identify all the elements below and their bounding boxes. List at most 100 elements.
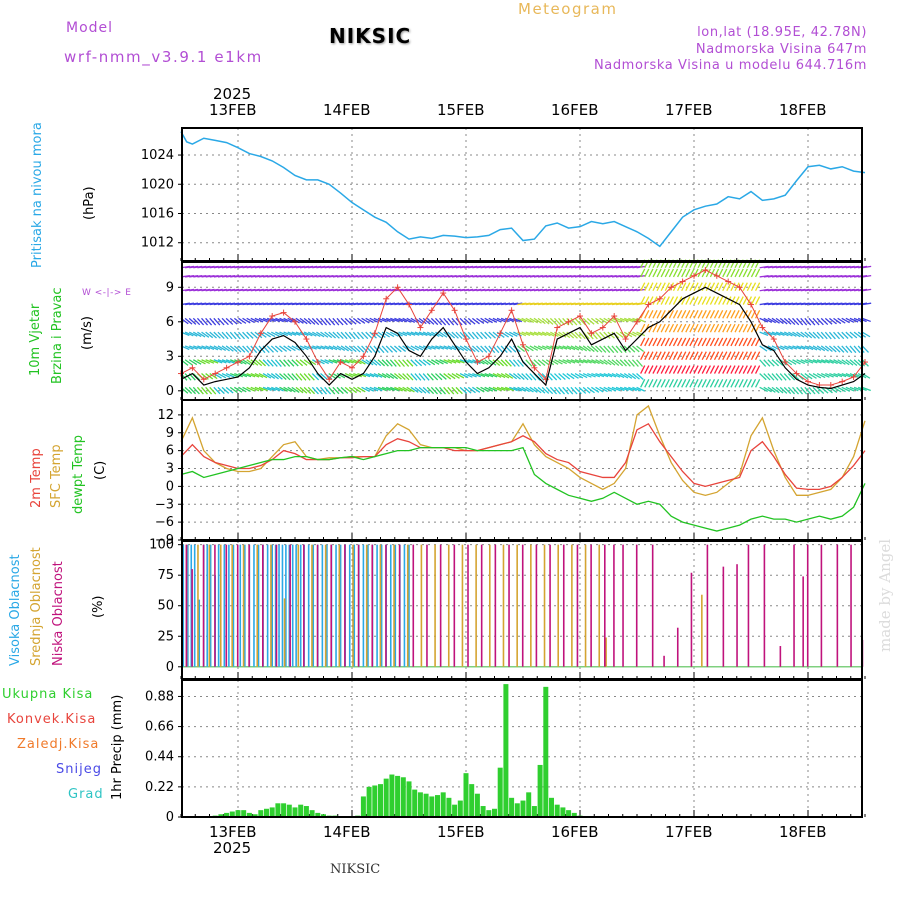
wind-arrow bbox=[619, 359, 627, 367]
wind-arrow bbox=[660, 296, 666, 305]
wind-arrow bbox=[410, 359, 418, 367]
wind-arrow bbox=[295, 331, 305, 336]
precip-bar bbox=[281, 803, 287, 817]
y-tick-label: 0 bbox=[166, 660, 174, 675]
y-tick-label: 0.88 bbox=[145, 689, 174, 704]
wind-arrow bbox=[709, 379, 716, 388]
model-name: wrf-nmm_v3.9.1 e1km bbox=[64, 48, 263, 66]
wind-arrow bbox=[422, 317, 431, 325]
wind-arrow bbox=[566, 359, 576, 364]
wind-arrow bbox=[804, 359, 814, 364]
wind-compass: W <-|-> E bbox=[82, 288, 132, 298]
wind-arrow bbox=[422, 386, 431, 394]
wind-arrow bbox=[434, 386, 442, 395]
wind-arrow bbox=[283, 386, 292, 393]
wind-arrow bbox=[562, 373, 571, 380]
wind-arrow bbox=[734, 310, 740, 319]
wind-arrow bbox=[201, 317, 209, 326]
wind-arrow bbox=[701, 323, 707, 333]
wind-arrow bbox=[640, 365, 646, 374]
wind-arrow bbox=[316, 345, 326, 350]
wind-arrow bbox=[517, 386, 526, 392]
wind-arrow bbox=[270, 345, 279, 353]
wind-arrow bbox=[205, 317, 213, 326]
wind-arrow bbox=[837, 359, 846, 365]
wind-arrow bbox=[664, 365, 670, 374]
wind-arrow bbox=[652, 323, 658, 333]
precip-bar bbox=[383, 778, 389, 817]
wind-arrow bbox=[808, 345, 818, 351]
wind-arrow bbox=[668, 337, 675, 347]
wind-arrow bbox=[426, 373, 434, 381]
precip-bar bbox=[389, 774, 395, 817]
wind-arrow bbox=[701, 310, 707, 319]
wind-arrow bbox=[845, 372, 855, 378]
wind-arrow bbox=[718, 296, 724, 305]
wind-arrow bbox=[796, 359, 806, 365]
wind-arrow bbox=[648, 268, 654, 278]
wind-arrow bbox=[615, 345, 623, 354]
wind-arrow bbox=[644, 365, 650, 374]
wind-arrow bbox=[849, 317, 859, 323]
wind-arrow bbox=[759, 345, 768, 352]
wind-arrow bbox=[389, 373, 398, 380]
wind-arrow bbox=[340, 331, 348, 340]
wind-arrow bbox=[509, 386, 518, 392]
wind-arrow bbox=[369, 331, 377, 339]
wind-arrow bbox=[242, 386, 251, 393]
wind-arrow bbox=[549, 386, 558, 395]
wind-arrow bbox=[681, 379, 687, 388]
wind-arrow bbox=[623, 359, 631, 367]
wind-arrow bbox=[820, 372, 830, 378]
wind-arrow bbox=[422, 373, 430, 381]
y-tick-label: 0 bbox=[166, 384, 174, 399]
wind-arrow bbox=[553, 317, 562, 326]
wind-arrow bbox=[283, 373, 291, 381]
wind-arrow bbox=[722, 310, 728, 319]
wind-arrow bbox=[266, 345, 274, 353]
wind-arrow bbox=[796, 317, 804, 326]
wind-arrow bbox=[242, 372, 252, 378]
wind-arrow bbox=[660, 323, 666, 333]
wind-arrow bbox=[837, 345, 845, 353]
wind-arrow bbox=[287, 373, 295, 381]
wind-arrow bbox=[754, 351, 761, 361]
wind-arrow bbox=[385, 317, 395, 323]
wind-arrow bbox=[348, 331, 356, 340]
wind-arrow bbox=[808, 373, 817, 379]
wind-arrow bbox=[820, 317, 829, 326]
wind-arrow bbox=[652, 351, 658, 361]
precip-bar bbox=[560, 807, 566, 817]
wind-arrow bbox=[279, 373, 287, 381]
wind-arrow bbox=[804, 331, 813, 339]
wind-arrow bbox=[685, 323, 691, 333]
wind-arrow bbox=[504, 331, 514, 338]
wind-arrow bbox=[648, 351, 654, 361]
wind-arrow bbox=[274, 345, 283, 353]
wind-arrow bbox=[537, 386, 546, 394]
wind-arrow bbox=[759, 386, 768, 393]
wind-arrow bbox=[862, 386, 871, 392]
wind-arrow bbox=[328, 331, 336, 339]
wind-arrow bbox=[312, 331, 321, 338]
wind-arrow bbox=[787, 386, 796, 395]
wind-arrow bbox=[796, 386, 804, 395]
wind-arrow bbox=[266, 386, 276, 392]
wind-arrow bbox=[550, 331, 559, 337]
wind-arrow bbox=[779, 317, 788, 325]
wind-arrow bbox=[578, 372, 588, 379]
wind-arrow bbox=[607, 386, 617, 392]
wind-arrow bbox=[447, 317, 455, 326]
precip-bar bbox=[298, 804, 304, 817]
wind-arrow bbox=[373, 372, 383, 378]
wind-arrow bbox=[270, 359, 278, 367]
wind-arrow bbox=[307, 331, 317, 337]
wind-arrow bbox=[291, 317, 300, 324]
wind-arrow bbox=[595, 372, 605, 378]
wind-arrow bbox=[668, 365, 675, 374]
wind-arrow bbox=[238, 345, 246, 353]
wind-arrow bbox=[693, 365, 699, 374]
wind-arrow bbox=[763, 317, 773, 323]
wind-arrow bbox=[508, 345, 517, 353]
wind-arrow bbox=[476, 345, 484, 353]
